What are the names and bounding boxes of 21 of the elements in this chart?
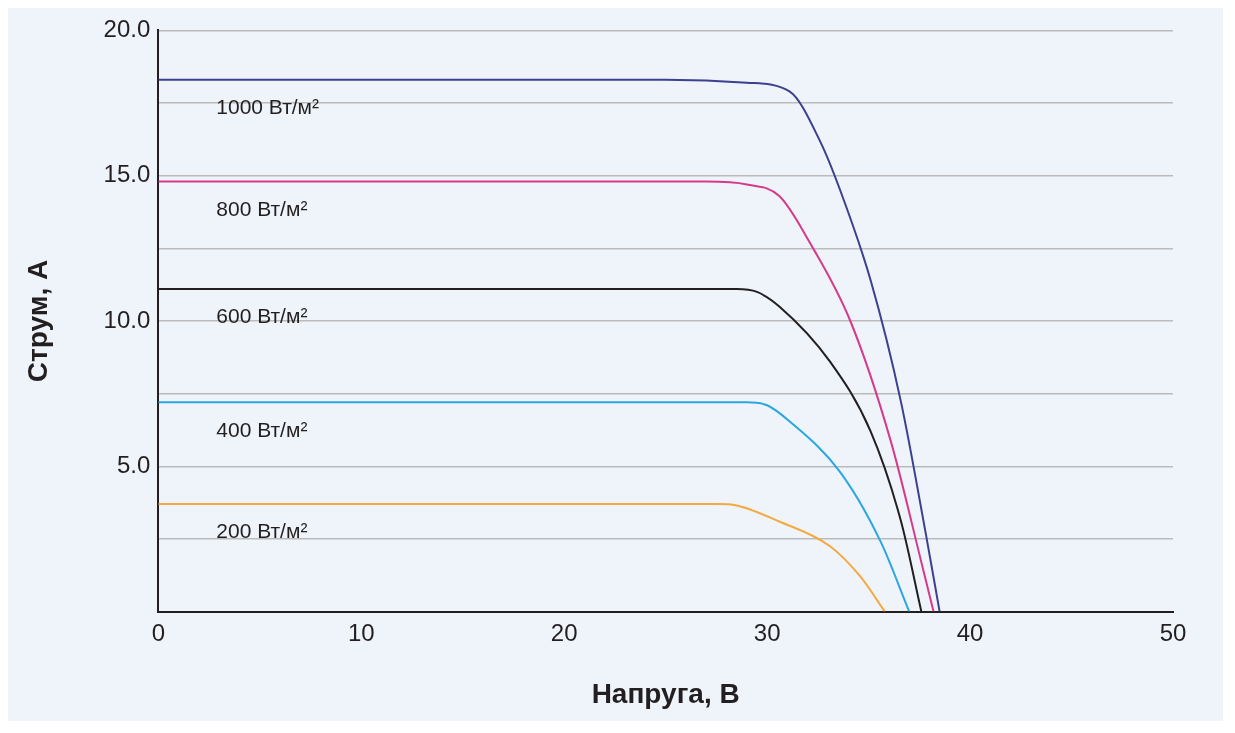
series-label: 800 Вт/м² [216, 196, 308, 220]
x-tick-label: 30 [753, 618, 781, 646]
x-axis-title: Напруга, В [591, 677, 740, 709]
series-label: 1000 Вт/м² [216, 95, 320, 119]
x-tick-label: 50 [1159, 618, 1187, 646]
y-tick-label: 15.0 [103, 160, 151, 188]
x-tick-label: 0 [151, 618, 165, 646]
line-series [158, 78, 941, 612]
series-label: 400 Вт/м² [216, 417, 308, 441]
line-series [158, 180, 935, 612]
x-tick-label: 10 [347, 618, 375, 646]
y-tick-label: 10.0 [103, 305, 151, 333]
series-label: 600 Вт/м² [216, 304, 308, 328]
series-label: 200 Вт/м² [216, 519, 308, 543]
line-series [158, 503, 886, 612]
y-axis-title: Струм, А [21, 259, 53, 383]
y-tick-label: 5.0 [116, 450, 151, 478]
x-tick-label: 40 [956, 618, 984, 646]
line-series [158, 401, 911, 612]
y-tick-label: 20.0 [103, 15, 151, 43]
x-tick-label: 20 [550, 618, 578, 646]
